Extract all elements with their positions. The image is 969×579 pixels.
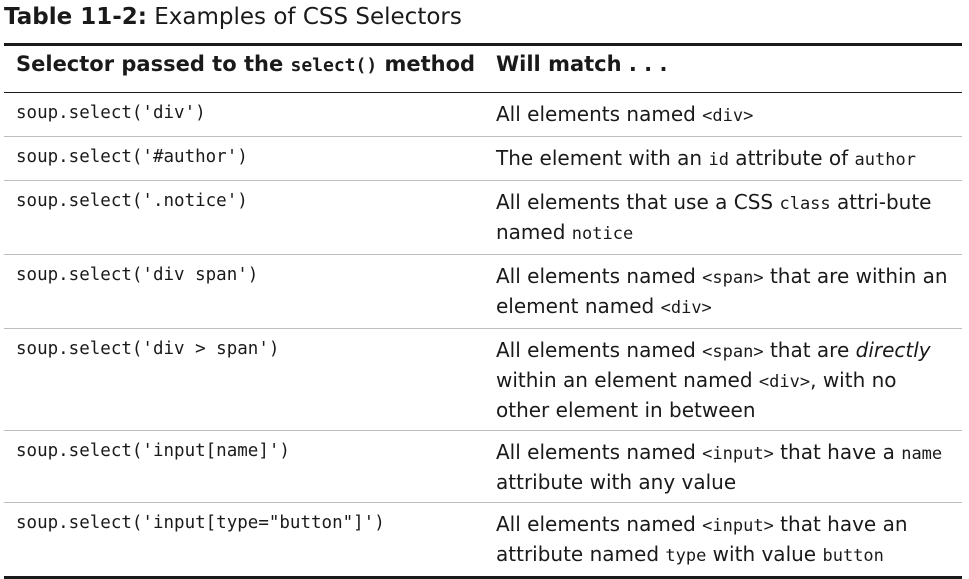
match-text: The element with an [496,146,709,170]
header-selector-code: select() [290,55,378,76]
inline-code: class [779,194,831,214]
emphasis-text: directly [855,338,931,362]
match-text: that have a [773,440,902,464]
header-selector: Selector passed to the select() method [4,45,484,93]
selector-cell: soup.select('#author') [16,147,248,167]
css-selectors-table: Selector passed to the select() method W… [4,43,962,579]
table-row: soup.select('div span') All elements nam… [4,255,962,329]
table-header-row: Selector passed to the select() method W… [4,44,962,93]
selectors-table-container: Selector passed to the select() method W… [4,43,962,579]
inline-code: <input> [702,444,774,464]
selector-cell: soup.select('input[type="button"]') [16,513,385,533]
match-text: with value [706,542,823,566]
match-text: , with no other element in between [496,368,897,422]
inline-code: <span> [702,342,764,362]
match-text: attribute of [728,146,855,170]
match-text: All elements named [496,264,703,288]
match-text: All elements named [496,440,703,464]
header-selector-suffix: method [377,52,476,76]
match-cell: All elements named <span> that are withi… [484,255,962,329]
inline-code: type [665,546,707,566]
table-row: soup.select('input[type="button"]') All … [4,503,962,578]
match-text: attri-bute named [496,190,932,244]
table-row: soup.select('div > span') All elements n… [4,329,962,431]
inline-code: name [901,444,943,464]
selector-cell: soup.select('div span') [16,265,259,285]
match-text: that are within an element named [496,264,948,318]
match-text: All elements that use a CSS [496,190,780,214]
table-number: Table 11-2: [4,4,147,30]
table-caption: Table 11-2: Examples of CSS Selectors [4,2,462,32]
selector-cell: soup.select('div > span') [16,339,280,359]
selector-cell: soup.select('.notice') [16,191,248,211]
header-selector-prefix: Selector passed to the [16,52,291,76]
selector-cell: soup.select('div') [16,103,206,123]
inline-code: button [822,546,884,566]
selector-cell: soup.select('input[name]') [16,441,290,461]
match-text: that are [763,338,856,362]
match-text: All elements named [496,338,703,362]
inline-code: <span> [702,268,764,288]
inline-code: <input> [702,516,774,536]
match-text: attribute with any value [496,470,737,494]
match-cell: All elements named <input> that have a n… [484,431,962,503]
match-text: All elements named [496,512,703,536]
match-cell: All elements that use a CSS class attri-… [484,181,962,255]
match-cell: All elements named <span> that are direc… [484,329,962,431]
inline-code: <div> [702,106,754,126]
table-title: Examples of CSS Selectors [154,4,462,30]
match-cell: The element with an id attribute of auth… [484,137,962,181]
table-row: soup.select('input[name]') All elements … [4,431,962,503]
match-cell: All elements named <input> that have an … [484,503,962,578]
inline-code: author [854,150,916,170]
match-cell: All elements named <div> [484,93,962,137]
table-row: soup.select('.notice') All elements that… [4,181,962,255]
inline-code: notice [571,224,634,244]
table-row: soup.select('div') All elements named <d… [4,93,962,137]
header-match: Will match . . . [496,52,668,76]
table-row: soup.select('#author') The element with … [4,137,962,181]
match-text: within an element named [496,368,759,392]
inline-code: id [708,150,729,170]
inline-code: <div> [660,298,712,318]
inline-code: <div> [758,372,811,392]
match-text: All elements named [496,102,703,126]
